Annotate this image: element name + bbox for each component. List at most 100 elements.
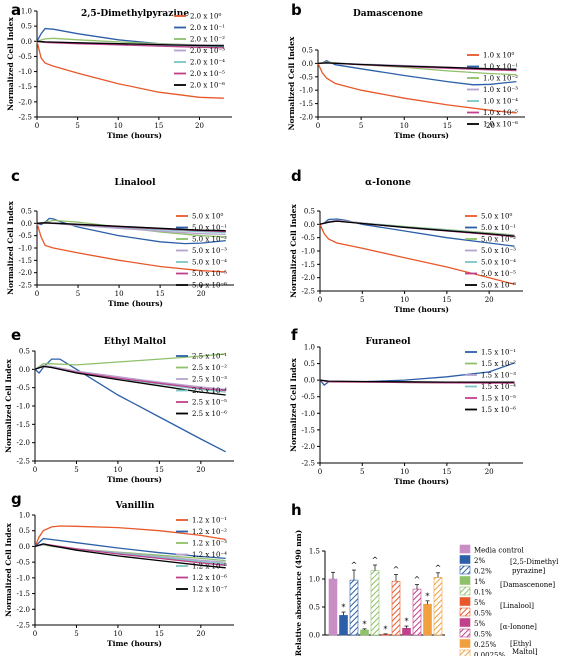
bar xyxy=(328,578,338,636)
series-line xyxy=(319,379,515,383)
y-tick-label: -2.5 xyxy=(19,114,33,122)
x-tick-label: 20 xyxy=(195,122,204,130)
x-tick-label: 20 xyxy=(485,296,494,304)
significance-mark: ^ xyxy=(372,556,379,565)
panel-title: 2,5-Dimethylpyrazine xyxy=(81,9,189,19)
bar xyxy=(433,577,443,636)
significance-mark: * xyxy=(405,617,409,626)
legend-label: 1.2 x 10⁻⁶ xyxy=(192,574,227,582)
panel-title: α-Ionone xyxy=(365,178,411,188)
legend-label: 5.0 x 10⁻² xyxy=(481,236,516,244)
legend-label: 0.1% xyxy=(474,589,492,597)
y-tick-label: -2.0 xyxy=(300,114,314,122)
legend-swatch xyxy=(459,618,471,627)
x-tick-label: 20 xyxy=(486,122,495,130)
series-line xyxy=(317,63,517,114)
significance-mark: * xyxy=(363,620,367,629)
x-tick-label: 15 xyxy=(442,468,451,476)
legend-label: 2.5 x 10⁻⁵ xyxy=(192,399,227,407)
legend-swatch xyxy=(459,576,471,585)
legend-label: 1.2 x 10⁻¹ xyxy=(192,517,227,525)
series-line xyxy=(36,40,224,47)
legend-swatch xyxy=(459,607,471,617)
x-axis-label: Time (hours) xyxy=(108,299,163,308)
legend-label: 2.5 x 10⁻³ xyxy=(192,376,227,384)
legend-label: 5.0 x 10⁻¹ xyxy=(481,224,516,232)
x-axis-label: Time (hours) xyxy=(107,475,162,484)
legend-label: 5.0 x 10⁻² xyxy=(192,236,227,244)
legend-label: 2.0 x 10⁻¹ xyxy=(190,24,225,32)
legend-label: 1% xyxy=(474,578,485,586)
legend-label: 1.5 x 10⁻⁴ xyxy=(481,383,516,391)
bar xyxy=(412,588,422,636)
legend-swatch xyxy=(459,544,471,554)
legend-label: 1.0 x 10⁻³ xyxy=(483,86,518,94)
legend-label: 1.5 x 10⁻¹ xyxy=(481,349,516,357)
bar xyxy=(339,615,348,636)
x-tick-label: 0 xyxy=(35,122,39,130)
y-tick-label: 0.0 xyxy=(304,377,315,385)
x-tick-label: 10 xyxy=(113,630,122,638)
legend-label: 2.0 x 10⁻⁵ xyxy=(190,70,225,78)
legend-swatch xyxy=(459,555,471,564)
panel-title: Damascenone xyxy=(353,9,423,19)
x-tick-label: 15 xyxy=(443,122,452,130)
y-tick-label: 0.5 xyxy=(19,527,30,535)
legend-group-label: pyrazine] xyxy=(512,567,546,575)
legend-label: 5.0 x 10⁻¹ xyxy=(192,224,227,232)
y-tick-label: -1.5 xyxy=(19,83,33,91)
panel-title: Vanillin xyxy=(115,501,155,511)
y-tick-label: 1.0 xyxy=(19,512,30,520)
y-tick-label: -2.5 xyxy=(17,622,31,630)
y-tick-label: -2.5 xyxy=(302,460,316,468)
x-tick-label: 0 xyxy=(35,290,39,298)
legend-label: 5.0 x 10⁻⁶ xyxy=(192,282,227,290)
y-tick-label: -0.5 xyxy=(302,393,316,401)
x-axis-label: Time (hours) xyxy=(107,131,162,140)
y-axis-label: Normalized Cell Index xyxy=(4,359,13,453)
y-tick-label: 0.5 xyxy=(304,360,315,368)
x-tick-label: 20 xyxy=(196,466,205,474)
significance-mark: * xyxy=(426,592,430,601)
legend-label: 2.5 x 10⁻⁴ xyxy=(192,387,227,395)
y-tick-label: -2.5 xyxy=(17,458,31,466)
x-tick-label: 5 xyxy=(76,290,80,298)
series-line xyxy=(36,219,226,238)
y-tick-label: 1.0 xyxy=(309,576,320,584)
y-tick-label: 0.0 xyxy=(304,221,315,229)
legend-label: 0.2% xyxy=(474,568,492,576)
legend-label: 1.0 x 10⁻⁵ xyxy=(483,109,518,117)
legend-label: 2.0 x 10⁻² xyxy=(190,36,225,44)
series-line xyxy=(36,41,224,99)
y-tick-label: -0.5 xyxy=(19,232,33,240)
y-tick-label: 0.5 xyxy=(302,47,313,55)
y-axis-label: Relative absorbance (490 nm) xyxy=(294,530,303,656)
y-tick-label: -1.0 xyxy=(17,574,31,582)
y-tick-label: 0.0 xyxy=(21,38,32,46)
bar xyxy=(391,580,401,636)
y-tick-label: -1.0 xyxy=(302,410,316,418)
legend-label: 2.0 x 10⁻⁴ xyxy=(190,59,225,67)
x-tick-label: 0 xyxy=(33,466,37,474)
legend-swatch xyxy=(459,639,471,648)
series-line xyxy=(319,379,515,384)
x-tick-label: 20 xyxy=(196,630,205,638)
legend-label: Media control xyxy=(474,547,524,555)
x-axis-label: Time (hours) xyxy=(394,305,449,314)
bar xyxy=(349,579,359,636)
x-tick-label: 0 xyxy=(316,122,320,130)
x-tick-label: 10 xyxy=(400,122,409,130)
series-line xyxy=(36,222,226,232)
legend-swatch xyxy=(459,597,471,606)
y-axis-label: Normalized Cell Index xyxy=(4,523,13,617)
y-tick-label: 0.0 xyxy=(302,60,313,68)
x-tick-label: 10 xyxy=(400,296,409,304)
legend-label: 5.0 x 10⁻⁴ xyxy=(481,259,516,267)
panel-title: Furaneol xyxy=(365,337,411,347)
bar xyxy=(381,634,390,636)
y-tick-label: -0.5 xyxy=(302,234,316,242)
series-line xyxy=(34,537,226,560)
legend-label: 2.0 x 10⁻³ xyxy=(190,47,225,55)
y-tick-label: -1.5 xyxy=(19,257,33,265)
